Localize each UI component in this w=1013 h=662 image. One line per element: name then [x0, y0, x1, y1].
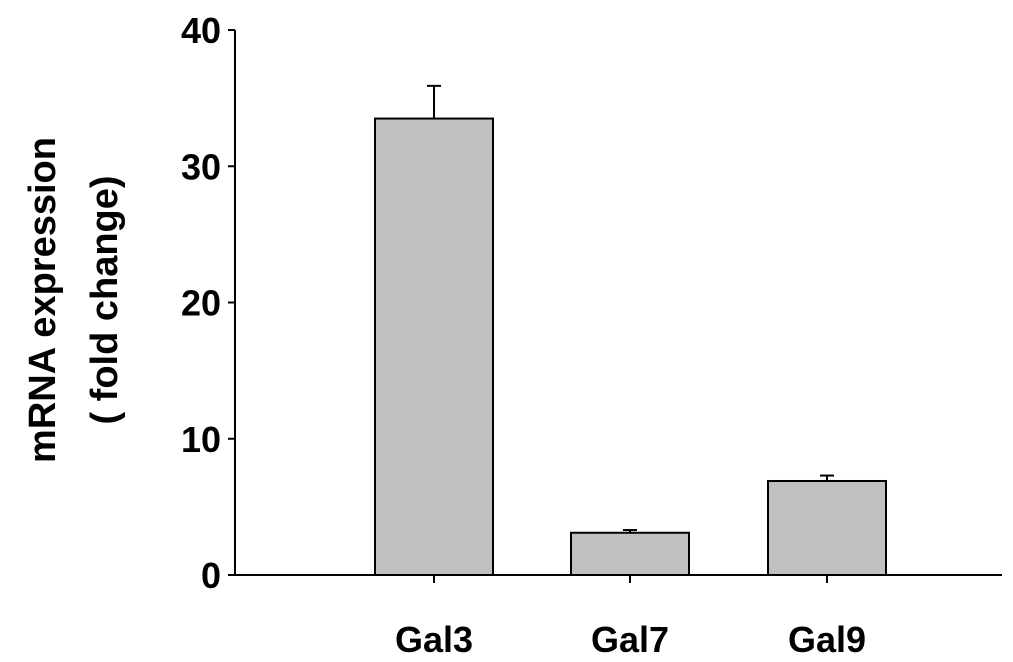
y-axis-title: mRNA expression ( fold change): [22, 137, 126, 463]
x-category-label: Gal7: [591, 619, 669, 660]
bar-gal9: [767, 479, 887, 576]
y-tick-label: 20: [181, 283, 221, 324]
plot-area: 0 10 20 30 40 Gal3 Gal7 Gal9: [181, 10, 1002, 660]
y-tick-label: 30: [181, 146, 221, 187]
y-tick-label: 10: [181, 419, 221, 460]
bar-gal7: [570, 531, 690, 577]
y-axis-title-line1: mRNA expression: [22, 137, 64, 463]
x-category-label: Gal3: [395, 619, 473, 660]
y-axis-title-line2: ( fold change): [84, 175, 126, 424]
y-tick-label: 0: [201, 555, 221, 596]
bar-gal3: [374, 117, 494, 576]
y-tick-label: 40: [181, 10, 221, 51]
x-category-label: Gal9: [788, 619, 866, 660]
